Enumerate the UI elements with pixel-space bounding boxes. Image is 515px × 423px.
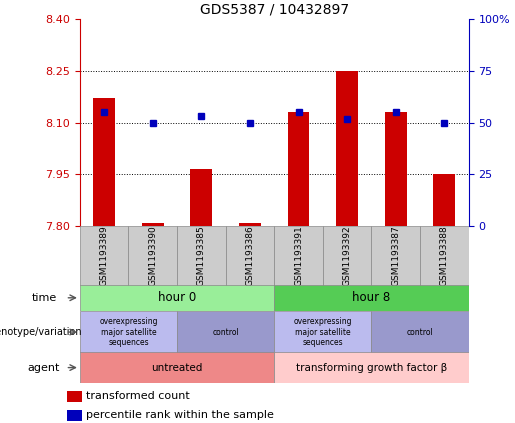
Text: GSM1193392: GSM1193392 xyxy=(342,225,352,286)
Text: GSM1193386: GSM1193386 xyxy=(246,225,254,286)
Text: GSM1193387: GSM1193387 xyxy=(391,225,400,286)
Bar xyxy=(287,112,310,226)
Text: untreated: untreated xyxy=(151,363,203,373)
Bar xyxy=(371,311,469,353)
Text: hour 8: hour 8 xyxy=(352,291,390,304)
Bar xyxy=(336,71,358,226)
Text: time: time xyxy=(31,293,57,303)
Bar xyxy=(80,352,274,383)
Text: agent: agent xyxy=(28,363,60,373)
Text: overexpressing
major satellite
sequences: overexpressing major satellite sequences xyxy=(99,317,158,347)
Text: transforming growth factor β: transforming growth factor β xyxy=(296,363,447,373)
Bar xyxy=(80,226,128,286)
Text: control: control xyxy=(212,327,239,337)
Bar xyxy=(142,223,164,226)
Bar xyxy=(323,226,371,286)
Bar xyxy=(239,223,261,226)
Bar xyxy=(93,99,115,226)
Text: transformed count: transformed count xyxy=(86,391,190,401)
Bar xyxy=(177,311,274,353)
Bar xyxy=(67,391,82,402)
Bar xyxy=(128,226,177,286)
Text: hour 0: hour 0 xyxy=(158,291,196,304)
Bar xyxy=(274,311,371,353)
Bar xyxy=(371,226,420,286)
Bar xyxy=(274,352,469,383)
Text: GSM1193385: GSM1193385 xyxy=(197,225,206,286)
Bar xyxy=(80,285,274,311)
Bar xyxy=(434,174,455,226)
Bar xyxy=(80,311,177,353)
Bar xyxy=(274,226,323,286)
Text: GSM1193391: GSM1193391 xyxy=(294,225,303,286)
Title: GDS5387 / 10432897: GDS5387 / 10432897 xyxy=(200,3,349,16)
Bar xyxy=(274,285,469,311)
Bar xyxy=(177,226,226,286)
Bar xyxy=(226,226,274,286)
Bar xyxy=(420,226,469,286)
Text: GSM1193389: GSM1193389 xyxy=(99,225,109,286)
Bar xyxy=(385,112,407,226)
Text: GSM1193388: GSM1193388 xyxy=(440,225,449,286)
Bar xyxy=(191,169,212,226)
Text: genotype/variation: genotype/variation xyxy=(0,327,82,337)
Text: percentile rank within the sample: percentile rank within the sample xyxy=(86,410,273,420)
Bar xyxy=(67,409,82,421)
Text: GSM1193390: GSM1193390 xyxy=(148,225,157,286)
Text: control: control xyxy=(407,327,434,337)
Text: overexpressing
major satellite
sequences: overexpressing major satellite sequences xyxy=(294,317,352,347)
